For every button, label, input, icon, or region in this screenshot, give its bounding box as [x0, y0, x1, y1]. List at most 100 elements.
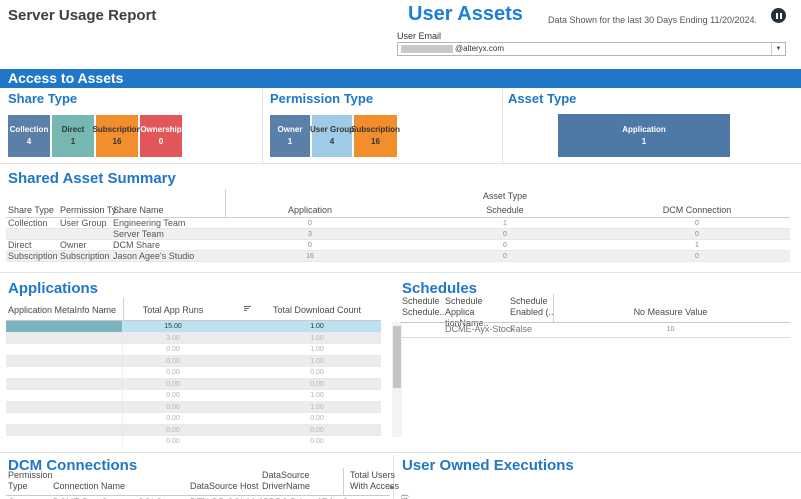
- cell-dcm-host: DEN-DB-SQL16-02: [190, 497, 269, 499]
- cell-schedule: 0: [503, 242, 507, 249]
- schedules-title: Schedules: [402, 280, 478, 297]
- cell-share-type: Subscription: [8, 251, 58, 261]
- tile-value: 4: [26, 137, 32, 146]
- user-owned-executions-title: User Owned Executions: [402, 457, 574, 474]
- cell-runs: 0.00: [166, 426, 180, 434]
- share-type-tile-direct[interactable]: Direct 1: [52, 115, 94, 157]
- app-table-row[interactable]: 0.00 1.00: [6, 390, 381, 402]
- cell-runs: 0.00: [166, 392, 180, 399]
- user-email-value: @alteryx.com: [455, 44, 505, 53]
- dropdown-arrow-icon[interactable]: ▼: [771, 43, 785, 55]
- app-table-row[interactable]: 0.00 0.00: [6, 436, 381, 447]
- app-table-row[interactable]: 0.00 1.00: [6, 401, 381, 413]
- tile-value: 1: [641, 136, 647, 146]
- cell-permission: Subscription: [60, 251, 110, 261]
- cell-share-type: Collection: [8, 218, 48, 228]
- cell-share-type: Direct: [8, 240, 32, 250]
- col-application: Application: [287, 205, 333, 215]
- section-divider: [0, 163, 801, 164]
- app-table-row[interactable]: 0.00 0.00: [6, 424, 381, 436]
- panel-divider: [262, 89, 263, 163]
- share-type-tile-ownership[interactable]: Ownership 0: [140, 115, 182, 157]
- pause-updates-icon[interactable]: [771, 8, 786, 23]
- cell-share-name: Jason Agee's Studio: [113, 251, 195, 261]
- applications-scrollbar-thumb[interactable]: [393, 326, 401, 388]
- app-table-row[interactable]: 0.00 0.00: [6, 378, 381, 390]
- share-type-tile-collection[interactable]: Collection 4: [8, 115, 50, 157]
- share-type-tile-subscription[interactable]: Subscription 16: [93, 115, 141, 157]
- cell-downloads: 1.00: [310, 392, 324, 399]
- permission-type-title: Permission Type: [270, 91, 374, 106]
- cell-downloads: 0.00: [310, 380, 324, 388]
- tile-label: Collection: [9, 125, 49, 135]
- cell-dcm: 0: [695, 220, 699, 227]
- cell-schedule: 1: [503, 220, 507, 227]
- header-underline: [6, 217, 790, 218]
- col-app-name: Application MetaInfo Name: [8, 305, 117, 315]
- app-table-row[interactable]: 0.00 0.00: [6, 367, 381, 379]
- cell-share-name: DCM Share: [113, 240, 161, 250]
- cell-permission: User Group: [60, 218, 107, 228]
- sort-descending-icon[interactable]: [243, 305, 252, 313]
- app-table-row[interactable]: 0.00 1.00: [6, 344, 381, 356]
- col-total-users-with-access: Total Users With Access: [350, 470, 400, 491]
- col-datasource-drivername: DataSource DriverName: [262, 470, 311, 491]
- tile-value: 4: [329, 137, 335, 146]
- pause-bar: [775, 12, 778, 19]
- applications-scrollbar-track[interactable]: [392, 322, 402, 437]
- col-schedule-schedule: Schedule Schedule..: [402, 296, 445, 317]
- col-share-name: Share Name: [113, 205, 164, 215]
- dcm-table-row[interactable]: Owner DCME-DataSource - SQLServer - 201 …: [0, 497, 390, 499]
- tile-label: Direct: [61, 125, 85, 135]
- col-connection-name: Connection Name: [53, 481, 126, 491]
- header-underline: [6, 320, 381, 321]
- schedule-table-row[interactable]: DCME-Ayx-Stock False 10: [0, 324, 801, 336]
- cell-application: 16: [306, 253, 314, 260]
- cell-runs: 0.00: [166, 369, 180, 376]
- tile-label: Subscription: [351, 125, 400, 135]
- cell-runs: 0.00: [166, 380, 180, 388]
- tile-label: Application: [622, 124, 666, 134]
- cell-schedule-app-name: DCME-Ayx-Stock: [445, 324, 515, 334]
- cell-downloads: 1.00: [310, 334, 324, 342]
- summary-table-row[interactable]: Server Team 3 0 0: [6, 229, 790, 240]
- permission-type-tile-subscription[interactable]: Subscription 16: [351, 115, 400, 157]
- header-underline: [6, 495, 390, 496]
- cell-runs: 0.00: [166, 357, 180, 365]
- cell-dcm-permission: Owner: [8, 497, 35, 499]
- summary-table-row[interactable]: Collection User Group Engineering Team 0…: [6, 218, 790, 229]
- app-table-row[interactable]: 0.00 0.00: [6, 413, 381, 425]
- permission-type-tile-owner[interactable]: Owner 1: [270, 115, 310, 157]
- cell-application: 0: [308, 220, 312, 227]
- tile-value: 16: [112, 137, 122, 146]
- cell-downloads: 0.00: [310, 438, 324, 445]
- summary-table-row[interactable]: Subscription Subscription Jason Agee's S…: [6, 251, 790, 262]
- asset-type-tile-application[interactable]: Application 1: [558, 114, 730, 157]
- cell-share-name: Server Team: [113, 229, 164, 239]
- app-table-row[interactable]: 3.00 1.00: [6, 332, 381, 344]
- header-divider: [343, 468, 344, 495]
- col-schedule: Schedule: [486, 205, 524, 215]
- col-total-app-runs: Total App Runs: [142, 305, 204, 315]
- header-underline: [400, 322, 790, 323]
- col-total-download-count: Total Download Count: [272, 305, 362, 315]
- executions-axis-label: ions1): [400, 476, 409, 499]
- app-table-row-selected[interactable]: 15.00 1.00: [6, 321, 381, 333]
- cell-downloads: 1.00: [310, 357, 324, 365]
- cell-downloads: 1.00: [310, 323, 324, 330]
- summary-table-row[interactable]: Direct Owner DCM Share 0 0 1: [6, 240, 790, 251]
- panel-divider: [393, 455, 394, 499]
- share-type-title: Share Type: [8, 91, 78, 106]
- row-divider: [400, 337, 790, 338]
- app-table-row[interactable]: 0.00 1.00: [6, 355, 381, 367]
- permission-type-tile-user-group[interactable]: User Group 4: [310, 115, 354, 157]
- asset-type-group-header: Asset Type: [482, 191, 528, 201]
- cell-schedule: 0: [503, 253, 507, 260]
- highlighted-app-name-cell: [6, 321, 122, 332]
- cell-downloads: 1.00: [310, 403, 324, 411]
- user-email-dropdown[interactable]: @alteryx.com ▼: [397, 42, 786, 56]
- header-divider: [225, 189, 226, 217]
- cell-runs: 0.00: [166, 415, 180, 422]
- cell-dcm: 1: [695, 242, 699, 249]
- cell-application: 0: [308, 242, 312, 249]
